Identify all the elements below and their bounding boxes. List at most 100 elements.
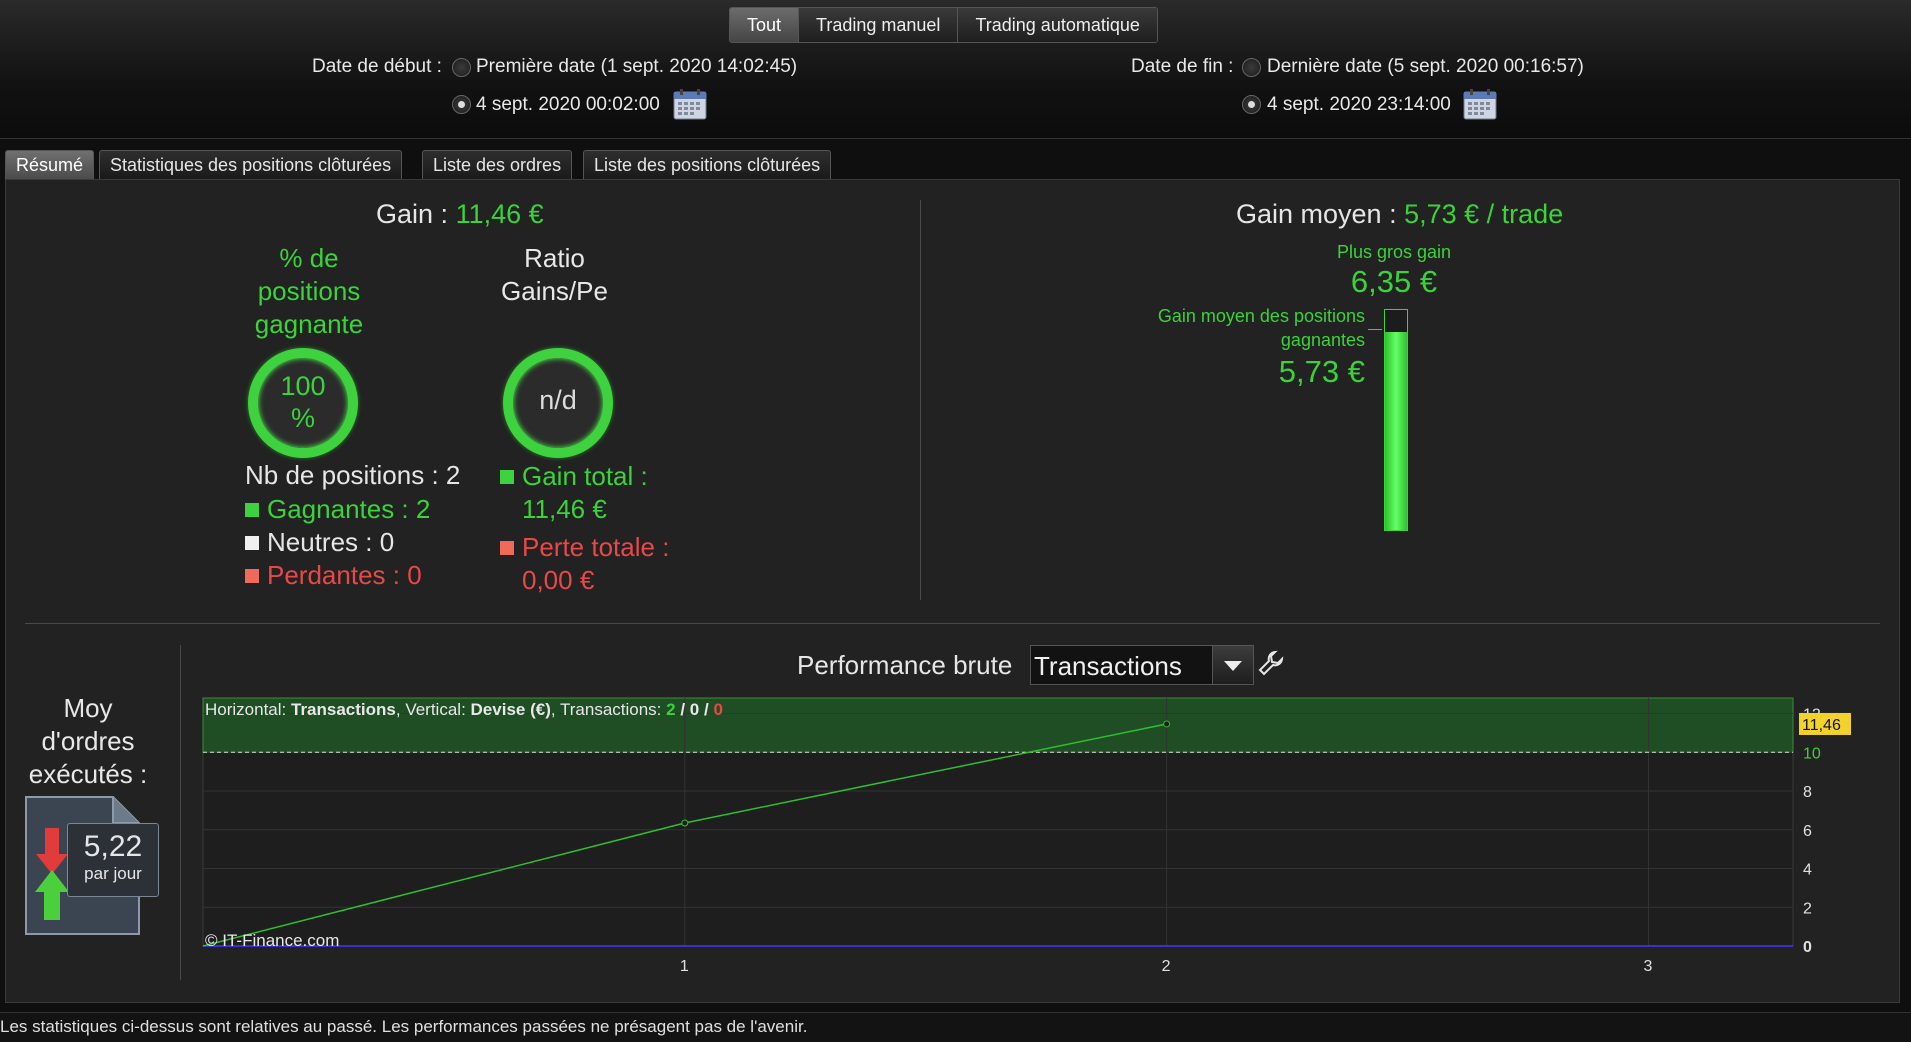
- nb-positions: Nb de positions : 2: [245, 460, 461, 490]
- neutres-row: Neutres : 0: [245, 527, 394, 558]
- segment-trading-automatique[interactable]: Trading automatique: [958, 8, 1157, 42]
- data-point: [681, 819, 689, 827]
- info-t-label: , Transactions:: [550, 700, 662, 719]
- perte-totale-label: Perte totale :: [522, 532, 670, 562]
- end-custom-date-radio[interactable]: [1242, 95, 1261, 114]
- perdantes-row: Perdantes : 0: [245, 560, 422, 591]
- gagnantes-text: Gagnantes : 2: [267, 494, 431, 524]
- end-last-date-text: Dernière date (5 sept. 2020 00:16:57): [1267, 56, 1584, 77]
- gain-moyen-label: Gain moyen :: [1236, 199, 1397, 229]
- gain-moyen-pos-line-2: gagnantes: [1280, 330, 1365, 350]
- legend-square-red: [245, 569, 259, 583]
- end-custom-date-value[interactable]: 4 sept. 2020 23:14:00: [1267, 94, 1451, 115]
- perdantes-text: Perdantes : 0: [267, 560, 422, 590]
- data-point: [1163, 720, 1171, 728]
- gain-moyen-value: 5,73 € / trade: [1404, 199, 1564, 229]
- orders-title: Moy d'ordres exécutés :: [18, 692, 158, 791]
- y-tick-label: 6: [1803, 823, 1812, 840]
- performance-dropdown[interactable]: Transactions: [1030, 645, 1254, 685]
- tab-resume[interactable]: Résumé: [5, 150, 95, 179]
- horizontal-divider: [25, 623, 1880, 624]
- legend-square-green: [500, 470, 514, 484]
- ratio-value: n/d: [539, 385, 577, 415]
- chevron-down-icon[interactable]: [1212, 646, 1253, 684]
- x-tick-label: 2: [1162, 958, 1171, 975]
- y-tick-label: 0: [1803, 939, 1812, 956]
- y-tick-label: 8: [1803, 784, 1812, 801]
- orders-value-box: 5,22 par jour: [67, 823, 159, 897]
- pct-title-line-1: % de: [279, 243, 339, 273]
- info-t-loss: 0: [713, 700, 723, 719]
- orders-title-line-2: d'ordres: [41, 726, 135, 756]
- end-last-date-radio[interactable]: [1242, 58, 1261, 77]
- pct-title-line-3: gagnante: [254, 309, 364, 339]
- info-t-win: 2: [666, 700, 676, 719]
- info-t-neutral: 0: [689, 700, 700, 719]
- tab-statistiques[interactable]: Statistiques des positions clôturées: [99, 150, 403, 179]
- info-sep-2: /: [699, 700, 714, 719]
- neutres-text: Neutres : 0: [267, 527, 395, 557]
- pct-value-number: 100: [280, 371, 326, 401]
- ratio-title-line-1: Ratio: [524, 243, 585, 273]
- pointer-arrow: [1368, 329, 1382, 330]
- info-v-value: Devise (€): [470, 700, 551, 719]
- start-date-label: Date de début :: [312, 56, 442, 77]
- info-h-value: Transactions: [291, 700, 396, 719]
- tab-liste-ordres[interactable]: Liste des ordres: [422, 150, 573, 179]
- calendar-icon[interactable]: [1463, 88, 1497, 120]
- disclaimer-footer: Les statistiques ci-dessus sont relative…: [0, 1012, 1911, 1042]
- pct-value-unit: %: [290, 403, 315, 433]
- perte-totale-value: 0,00 €: [522, 565, 595, 595]
- current-value-badge: [1799, 712, 1851, 735]
- chart-watermark: © IT-Finance.com: [205, 931, 340, 950]
- performance-dropdown-value: Transactions: [1034, 651, 1182, 681]
- segment-tout[interactable]: Tout: [730, 8, 800, 42]
- tab-liste-positions[interactable]: Liste des positions clôturées: [583, 150, 832, 179]
- gain-moyen-positions-label: Gain moyen des positions gagnantes: [1100, 304, 1365, 352]
- plus-gros-gain-label: Plus gros gain: [1336, 242, 1452, 262]
- vertical-divider-bottom: [180, 645, 181, 980]
- gain-moyen-pos-line-1: Gain moyen des positions: [1157, 306, 1365, 326]
- end-date-label: Date de fin :: [1131, 56, 1234, 77]
- orders-title-line-3: exécutés :: [28, 759, 148, 789]
- start-first-date-text: Première date (1 sept. 2020 14:02:45): [476, 56, 798, 77]
- ratio-title-line-2: Gains/Pe: [501, 276, 608, 306]
- perte-totale-block: Perte totale : 0,00 €: [500, 531, 669, 597]
- pct-winning-value: 100 %: [258, 370, 348, 434]
- calendar-icon[interactable]: [673, 88, 707, 120]
- trading-mode-selector: Tout Trading manuel Trading automatique: [729, 7, 1158, 43]
- y-tick-label: 2: [1803, 900, 1812, 917]
- y-tick-label: 10: [1803, 745, 1821, 762]
- start-first-date-radio[interactable]: [452, 58, 471, 77]
- current-value-badge-text: 11,46: [1802, 717, 1841, 734]
- gain-moyen-positions-value: 5,73 €: [1278, 354, 1365, 389]
- pct-title-line-2: positions: [257, 276, 361, 306]
- gain-bar-fill: [1385, 331, 1407, 530]
- pct-winning-gauge: [248, 348, 358, 458]
- ratio-title: Ratio Gains/Pe: [487, 242, 622, 308]
- gain-total-block: Gain total : 11,46 €: [500, 460, 648, 526]
- gain-bar: [1384, 309, 1408, 531]
- ratio-gauge: [503, 348, 613, 458]
- legend-square-white: [245, 536, 259, 550]
- gagnantes-row: Gagnantes : 2: [245, 494, 430, 525]
- legend-square-red: [500, 541, 514, 555]
- orders-value: 5,22: [83, 830, 143, 863]
- performance-chart: 02468101212311,46: [202, 697, 1851, 975]
- x-tick-label: 3: [1643, 958, 1652, 975]
- segment-trading-manuel[interactable]: Trading manuel: [799, 8, 959, 42]
- legend-square-green: [245, 503, 259, 517]
- start-custom-date-value[interactable]: 4 sept. 2020 00:02:00: [476, 94, 660, 115]
- gain-value: 11,46 €: [455, 199, 544, 229]
- info-sep-1: /: [675, 700, 690, 719]
- chart-info-line: Horizontal: Transactions, Vertical: Devi…: [205, 700, 723, 720]
- gain-moyen-heading: Gain moyen : 5,73 € / trade: [1236, 199, 1563, 230]
- wrench-icon[interactable]: [1257, 649, 1285, 677]
- gain-label: Gain :: [376, 199, 449, 229]
- info-h-label: Horizontal:: [205, 700, 287, 719]
- vertical-divider: [920, 200, 921, 600]
- orders-unit: par jour: [84, 864, 142, 883]
- y-tick-label: 4: [1803, 862, 1812, 879]
- start-custom-date-radio[interactable]: [452, 95, 471, 114]
- gain-total-value: 11,46 €: [522, 494, 607, 524]
